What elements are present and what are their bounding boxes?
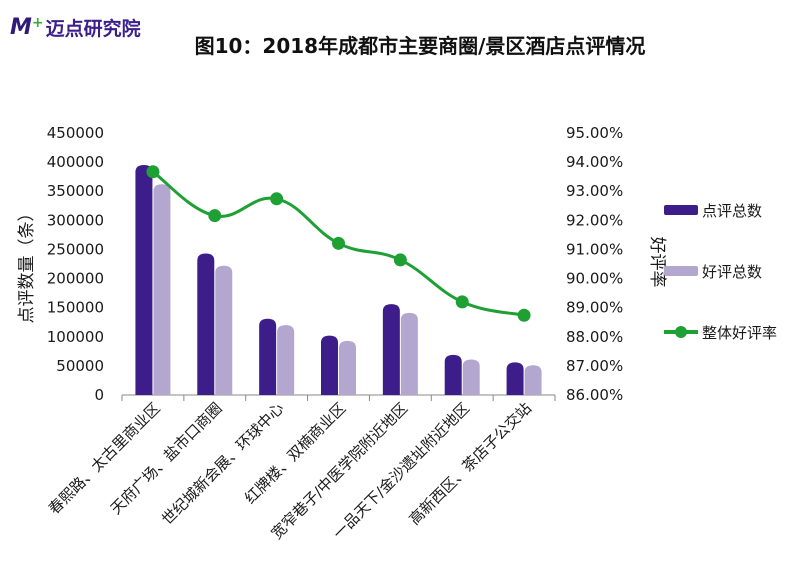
legend-label: 点评总数 xyxy=(702,201,763,220)
y-tick-label: 450000 xyxy=(47,124,104,142)
bar-positive-total xyxy=(339,340,356,395)
x-tick-label: 天府广场、盐市口商圈 xyxy=(107,399,226,518)
y-tick-label: 100000 xyxy=(47,328,104,346)
rating-point xyxy=(455,295,469,309)
bar-review-total xyxy=(444,354,462,395)
legend-item-series-2: 好评总数 xyxy=(664,261,762,281)
y-tick-label: 250000 xyxy=(47,240,104,258)
y2-tick-label: 88.00% xyxy=(566,328,623,346)
bars xyxy=(135,165,542,395)
bar-positive-total xyxy=(524,365,542,395)
rating-point xyxy=(146,165,160,179)
bar-review-total xyxy=(135,165,153,395)
bar-positive-total xyxy=(153,184,171,395)
bar-positive-total xyxy=(215,265,233,395)
rating-point xyxy=(393,253,407,267)
y2-tick-label: 93.00% xyxy=(566,182,623,200)
bar-positive-total xyxy=(462,359,480,395)
legend-item-series-1: 点评总数 xyxy=(664,200,762,220)
bar-review-total xyxy=(259,318,277,395)
y2-tick-label: 86.00% xyxy=(566,386,623,404)
y2-tick-label: 94.00% xyxy=(566,153,623,171)
y2-tick-label: 89.00% xyxy=(566,299,623,317)
bar-review-total xyxy=(197,253,215,395)
y-tick-label: 300000 xyxy=(47,211,104,229)
legend-item-series-3: 整体好评率 xyxy=(664,322,777,342)
x-tick-label: 世纪城新会展、环球中心 xyxy=(158,399,287,528)
logo-text: 迈点研究院 xyxy=(45,18,141,40)
rating-line xyxy=(146,165,531,322)
tick-labels: 450000 400000 350000 300000 250000 200000 1500… xyxy=(17,124,667,543)
x-tick-label: 春熙路、太古里商业区 xyxy=(45,399,164,518)
y-tick-label: 350000 xyxy=(47,182,104,200)
legend-line-icon xyxy=(664,326,698,338)
chart-title: 图10：2018年成都市主要商圈/景区酒店点评情况 xyxy=(194,34,646,58)
bar-review-total xyxy=(382,304,400,395)
y2-tick-label: 87.00% xyxy=(566,357,623,375)
y2-tick-label: 92.00% xyxy=(566,211,623,229)
bar-positive-total xyxy=(400,312,418,395)
y-tick-label: 0 xyxy=(94,386,104,404)
axes xyxy=(121,394,556,401)
legend-label: 整体好评率 xyxy=(702,323,778,342)
y-tick-label: 200000 xyxy=(47,270,104,288)
legend-swatch-icon xyxy=(664,266,698,276)
y2-tick-label: 90.00% xyxy=(566,270,623,288)
x-tick-label: 高新西区、茶店子公交站 xyxy=(405,399,534,528)
y-tick-label: 50000 xyxy=(56,357,104,375)
y-tick-label: 150000 xyxy=(47,299,104,317)
legend-label: 好评总数 xyxy=(702,262,763,281)
rating-point xyxy=(270,192,284,206)
bar-review-total xyxy=(506,362,524,395)
logo-mark-icon: M+ xyxy=(10,15,44,40)
rating-point xyxy=(517,308,531,322)
y2-axis-label: 好评率 xyxy=(647,237,667,288)
y-tick-label: 400000 xyxy=(47,153,104,171)
bar-positive-total xyxy=(277,325,295,395)
y-axis-label: 点评数量（条） xyxy=(17,205,37,324)
y2-tick-label: 91.00% xyxy=(566,240,623,258)
y2-tick-label: 95.00% xyxy=(566,124,623,142)
rating-point xyxy=(208,209,222,223)
legend-swatch-icon xyxy=(664,205,698,215)
brand-logo: M+ 迈点研究院 xyxy=(10,14,141,41)
bar-review-total xyxy=(321,335,338,395)
rating-point xyxy=(332,236,345,250)
